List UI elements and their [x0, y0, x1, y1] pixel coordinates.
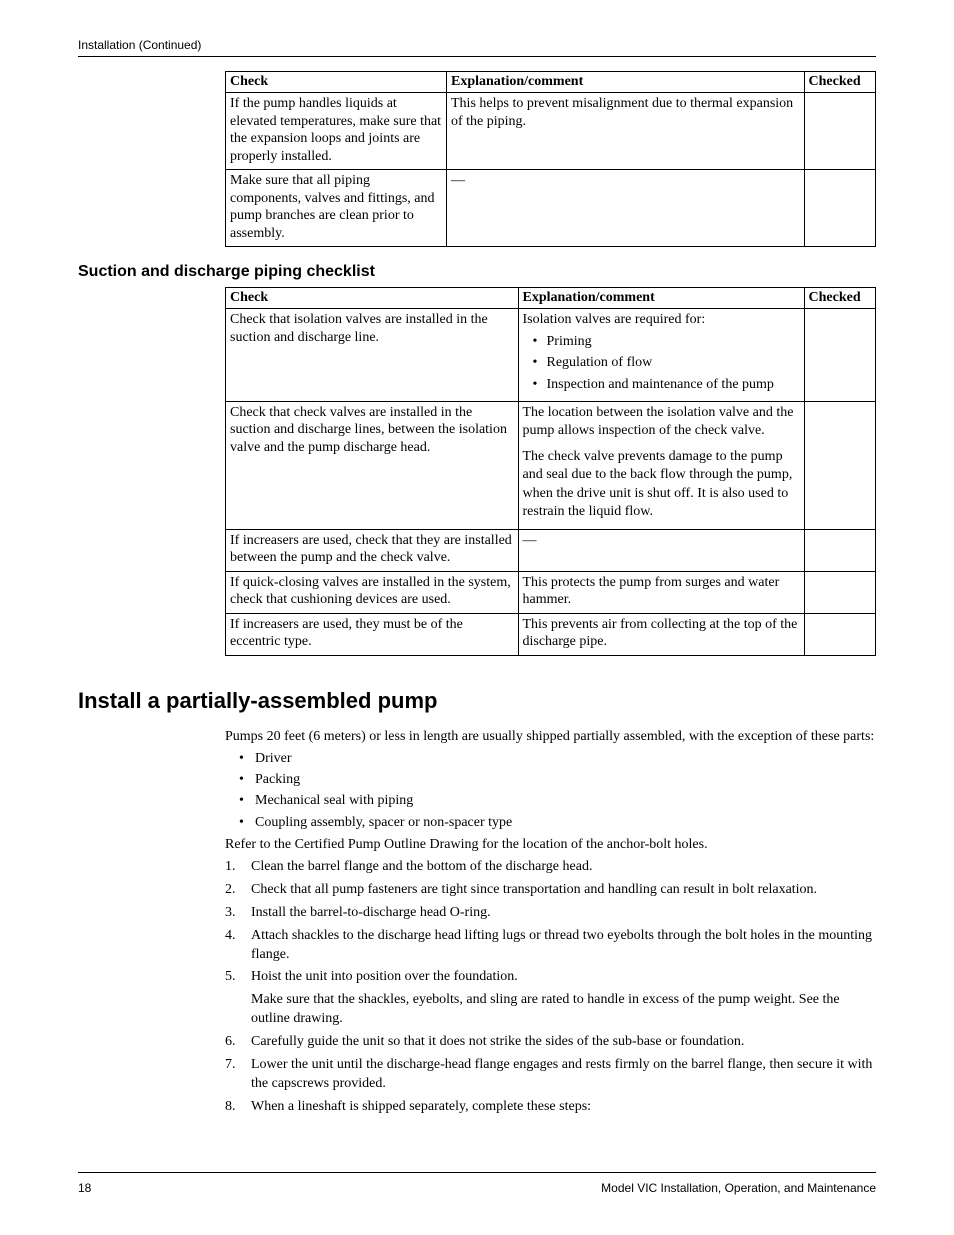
cell-explanation: This protects the pump from surges and w… [518, 571, 804, 613]
step-num: 2. [225, 881, 236, 900]
cell-explanation: This prevents air from collecting at the… [518, 613, 804, 655]
table-row: Check that isolation valves are installe… [226, 309, 876, 402]
exp-bullets: Priming Regulation of flow Inspection an… [523, 333, 800, 394]
step-text: When a lineshaft is shipped separately, … [251, 1099, 591, 1114]
col-check: Check [226, 72, 447, 93]
step-item: 8. When a lineshaft is shipped separately… [225, 1098, 876, 1117]
list-item: Regulation of flow [529, 354, 800, 372]
list-item: Priming [529, 333, 800, 351]
page-number: 18 [78, 1181, 91, 1195]
step-item: 4. Attach shackles to the discharge head … [225, 927, 876, 965]
step-item: 5. Hoist the unit into position over the … [225, 968, 876, 1029]
step-num: 1. [225, 858, 236, 877]
footer-rule [78, 1172, 876, 1173]
intro-paragraph-2: Refer to the Certified Pump Outline Draw… [225, 836, 876, 854]
table-row: If increasers are used, they must be of … [226, 613, 876, 655]
cell-check: Make sure that all piping components, va… [226, 170, 447, 247]
col-checked: Checked [804, 72, 876, 93]
table-header-row: Check Explanation/comment Checked [226, 288, 876, 309]
list-item: Inspection and maintenance of the pump [529, 376, 800, 394]
list-item: Packing [239, 771, 876, 789]
step-num: 6. [225, 1033, 236, 1052]
exp-intro: Isolation valves are required for: [523, 311, 800, 329]
exp-p2: The check valve prevents damage to the p… [523, 448, 800, 521]
cell-checked [804, 529, 876, 571]
table-row: Check that check valves are installed in… [226, 401, 876, 529]
step-item: 6. Carefully guide the unit so that it do… [225, 1033, 876, 1052]
cell-explanation: This helps to prevent misalignment due t… [447, 93, 805, 170]
step-text: Lower the unit until the discharge-head … [251, 1057, 872, 1091]
subsection-heading: Suction and discharge piping checklist [78, 263, 876, 281]
col-check: Check [226, 288, 519, 309]
cell-explanation: — [447, 170, 805, 247]
step-item: 3. Install the barrel-to-discharge head O… [225, 904, 876, 923]
step-num: 3. [225, 904, 236, 923]
col-explanation: Explanation/comment [518, 288, 804, 309]
intro-bullets: Driver Packing Mechanical seal with pipi… [239, 750, 876, 832]
table-row: If increasers are used, check that they … [226, 529, 876, 571]
running-header: Installation (Continued) [78, 38, 876, 52]
step-item: 7. Lower the unit until the discharge-hea… [225, 1056, 876, 1094]
header-rule [78, 56, 876, 57]
cell-checked [804, 401, 876, 529]
table-row: Make sure that all piping components, va… [226, 170, 876, 247]
table-header-row: Check Explanation/comment Checked [226, 72, 876, 93]
step-text: Hoist the unit into position over the fo… [251, 969, 518, 984]
step-item: 2. Check that all pump fasteners are tigh… [225, 881, 876, 900]
step-text: Clean the barrel flange and the bottom o… [251, 859, 592, 874]
step-item: 1. Clean the barrel flange and the bottom… [225, 858, 876, 877]
col-explanation: Explanation/comment [447, 72, 805, 93]
cell-checked [804, 613, 876, 655]
cell-check: If increasers are used, check that they … [226, 529, 519, 571]
page-footer: 18 Model VIC Installation, Operation, an… [78, 1172, 876, 1195]
step-subtext: Make sure that the shackles, eyebolts, a… [251, 991, 876, 1029]
cell-checked [804, 170, 876, 247]
list-item: Mechanical seal with piping [239, 792, 876, 810]
exp-p1: The location between the isolation valve… [523, 404, 800, 440]
steps-list: 1. Clean the barrel flange and the bottom… [225, 858, 876, 1117]
document-title: Model VIC Installation, Operation, and M… [601, 1181, 876, 1195]
cell-check: Check that check valves are installed in… [226, 401, 519, 529]
step-num: 5. [225, 968, 236, 987]
list-item: Coupling assembly, spacer or non-spacer … [239, 814, 876, 832]
cell-checked [804, 309, 876, 402]
step-text: Carefully guide the unit so that it does… [251, 1034, 744, 1049]
cell-explanation: — [518, 529, 804, 571]
step-text: Install the barrel-to-discharge head O-r… [251, 905, 491, 920]
table-row: If the pump handles liquids at elevated … [226, 93, 876, 170]
cell-checked [804, 571, 876, 613]
table-piping: Check Explanation/comment Checked If the… [225, 71, 876, 247]
cell-check: If quick-closing valves are installed in… [226, 571, 519, 613]
cell-explanation: The location between the isolation valve… [518, 401, 804, 529]
col-checked: Checked [804, 288, 876, 309]
cell-check: If increasers are used, they must be of … [226, 613, 519, 655]
section-heading: Install a partially-assembled pump [78, 688, 876, 714]
intro-paragraph: Pumps 20 feet (6 meters) or less in leng… [225, 728, 876, 746]
cell-explanation: Isolation valves are required for: Primi… [518, 309, 804, 402]
table-suction-discharge: Check Explanation/comment Checked Check … [225, 287, 876, 656]
cell-check: If the pump handles liquids at elevated … [226, 93, 447, 170]
step-num: 4. [225, 927, 236, 946]
cell-checked [804, 93, 876, 170]
table-row: If quick-closing valves are installed in… [226, 571, 876, 613]
cell-check: Check that isolation valves are installe… [226, 309, 519, 402]
list-item: Driver [239, 750, 876, 768]
step-text: Check that all pump fasteners are tight … [251, 882, 817, 897]
step-num: 7. [225, 1056, 236, 1075]
step-text: Attach shackles to the discharge head li… [251, 928, 872, 962]
step-num: 8. [225, 1098, 236, 1117]
